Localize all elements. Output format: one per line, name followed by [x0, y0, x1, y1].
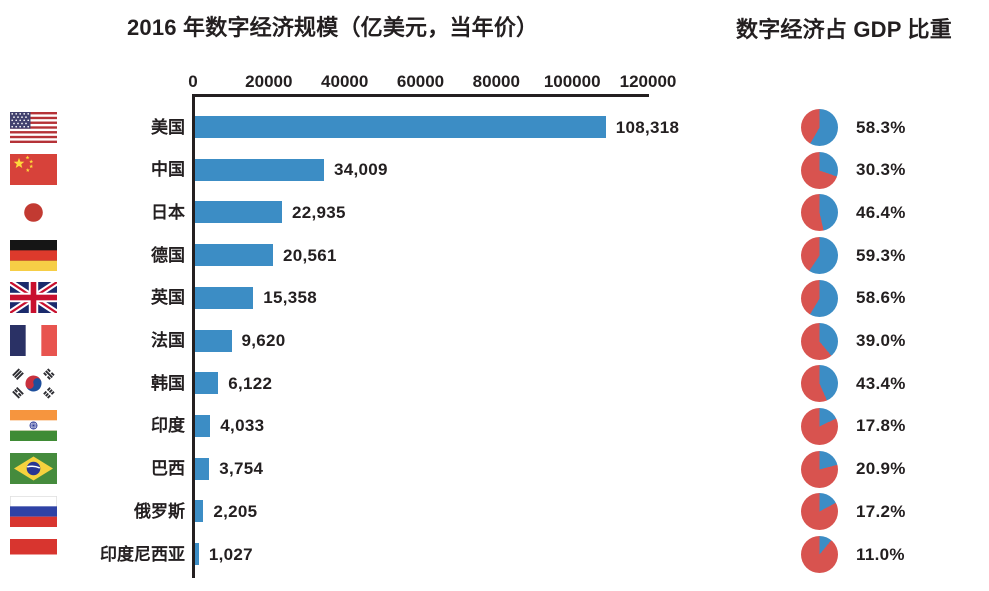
gdp-share-pie	[801, 194, 838, 232]
country-label: 美国	[151, 117, 185, 137]
bar-value-label: 1,027	[208, 544, 253, 564]
bar	[195, 244, 273, 267]
gdp-share-label: 17.8%	[856, 416, 906, 436]
country-label: 印度尼西亚	[100, 544, 185, 564]
flag-us-icon	[10, 111, 57, 143]
bar-value-label: 9,620	[241, 331, 286, 350]
gdp-share-pie	[801, 322, 838, 360]
bar-value-label: 3,754	[219, 459, 264, 479]
x-tick-label: 40000	[321, 72, 369, 91]
flag-id-icon	[10, 538, 57, 570]
gdp-share-pie	[801, 536, 838, 573]
x-tick-label: 120000	[619, 72, 677, 91]
gdp-share-pie	[801, 109, 838, 146]
bar	[195, 158, 324, 181]
gdp-share-pie	[801, 279, 838, 317]
bar-value-label: 6,122	[228, 373, 273, 393]
y-axis-line	[192, 94, 195, 578]
bar-value-label: 2,205	[213, 501, 258, 521]
bar	[195, 329, 232, 352]
country-label: 巴西	[151, 459, 185, 479]
gdp-share-pie	[801, 407, 838, 445]
bar-value-label: 34,009	[334, 160, 388, 180]
flag-ru-icon	[10, 495, 57, 527]
country-label: 法国	[151, 331, 185, 350]
bar	[195, 116, 606, 138]
gdp-share-pie	[801, 151, 838, 189]
gdp-share-label: 43.4%	[856, 373, 906, 393]
gdp-share-label: 39.0%	[856, 331, 906, 350]
x-tick-label: 100000	[543, 72, 601, 91]
pie-chart-title: 数字经济占 GDP 比重	[736, 17, 952, 42]
gdp-share-pie	[801, 450, 838, 488]
flag-fr-icon	[10, 325, 57, 356]
x-tick-label: 80000	[472, 72, 520, 91]
flag-br-icon	[10, 453, 57, 485]
gdp-share-pie	[801, 237, 838, 275]
bar	[195, 500, 204, 523]
x-tick-label: 20000	[245, 72, 293, 91]
country-label: 俄罗斯	[134, 501, 185, 521]
country-label: 韩国	[151, 373, 185, 393]
country-label: 德国	[151, 245, 185, 265]
bar	[195, 286, 254, 309]
bar-chart-title: 2016 年数字经济规模（亿美元，当年价）	[127, 15, 539, 40]
country-label: 日本	[151, 202, 185, 222]
country-label: 印度	[151, 416, 185, 436]
flag-de-icon	[10, 239, 57, 271]
bar	[195, 414, 211, 437]
gdp-share-pie	[801, 365, 838, 403]
gdp-share-label: 58.3%	[856, 117, 906, 137]
gdp-share-label: 11.0%	[856, 544, 905, 564]
flag-jp-icon	[10, 196, 57, 228]
bar-value-label: 22,935	[292, 202, 346, 222]
gdp-share-pie	[801, 493, 838, 531]
country-label: 中国	[151, 160, 185, 180]
gdp-share-label: 17.2%	[856, 501, 906, 521]
flag-gb-icon	[10, 282, 57, 314]
country-label: 英国	[151, 288, 185, 308]
bar-value-label: 15,358	[263, 288, 317, 308]
gdp-share-label: 30.3%	[856, 160, 906, 180]
flag-kr-icon	[10, 367, 57, 399]
gdp-share-label: 46.4%	[856, 202, 906, 222]
gdp-share-label: 20.9%	[856, 459, 906, 479]
bar	[195, 372, 219, 395]
bar	[195, 457, 210, 480]
bar	[195, 201, 282, 224]
x-tick-label: 0	[188, 72, 198, 91]
gdp-share-label: 58.6%	[856, 288, 906, 308]
bar	[195, 543, 199, 565]
x-axis-line	[193, 94, 649, 97]
x-tick-label: 60000	[396, 72, 445, 91]
flag-cn-icon	[10, 154, 57, 186]
bar-value-label: 108,318	[615, 117, 680, 137]
bar-value-label: 4,033	[220, 416, 265, 436]
flag-in-icon	[10, 410, 57, 442]
bar-value-label: 20,561	[283, 245, 337, 265]
gdp-share-label: 59.3%	[856, 245, 906, 265]
